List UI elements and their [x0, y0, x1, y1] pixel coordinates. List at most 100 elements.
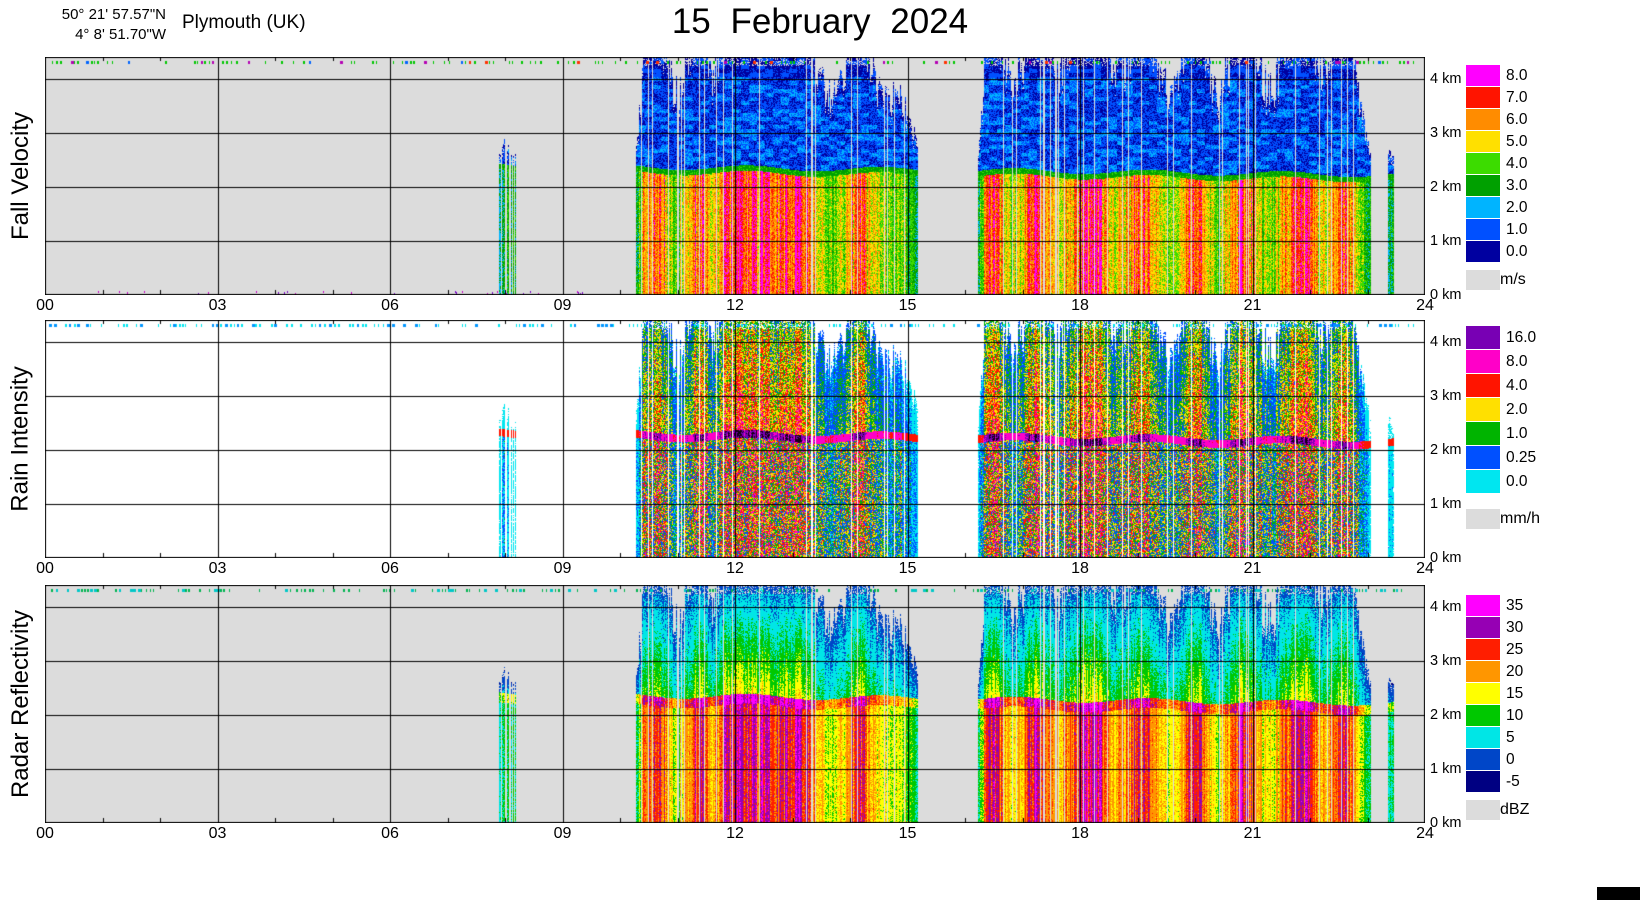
legend-value-label: 25 [1506, 640, 1524, 658]
page-title: 15 February 2024 [671, 2, 969, 41]
legend-row: 0.0 [1466, 470, 1556, 493]
legend-row: 5 [1466, 727, 1556, 748]
legend-value-label: 15 [1506, 684, 1524, 702]
legend-row: 20 [1466, 661, 1556, 682]
legend-value-label: -5 [1506, 772, 1520, 790]
legend-nodata-swatch [1466, 509, 1500, 529]
legend-value-label: 16.0 [1506, 328, 1537, 346]
legend-unit-label: mm/h [1500, 510, 1540, 527]
legend-row: 15 [1466, 683, 1556, 704]
hour-tick-label: 00 [36, 825, 54, 842]
hour-tick-label: 24 [1416, 297, 1434, 314]
longitude-label: 4° 8' 51.70"W [75, 25, 166, 43]
panel-fall-velocity: Fall Velocity 0 km 1 km 2 km 3 km 4 km 00 03 06… [0, 57, 1640, 319]
hour-tick-label: 12 [726, 297, 744, 314]
height-tick-label: 2 km [1430, 706, 1462, 723]
hour-tick-label: 21 [1243, 297, 1262, 314]
legend-row: 0 [1466, 749, 1556, 770]
legend-unit-label: m/s [1500, 271, 1526, 288]
hour-tick-label: 18 [1071, 297, 1089, 314]
height-tick-label: 1 km [1430, 760, 1462, 777]
hour-tick-label: 15 [898, 297, 917, 314]
hour-tick-label: 06 [381, 560, 399, 577]
legend-unit-label: dBZ [1500, 801, 1530, 818]
legend-value-label: 6.0 [1506, 110, 1528, 128]
hour-tick-label: 03 [208, 560, 227, 577]
legend-color-swatch [1466, 749, 1500, 770]
legend-value-label: 8.0 [1506, 352, 1528, 370]
hour-tick-label: 09 [553, 825, 572, 842]
legend-value-label: 0.0 [1506, 242, 1528, 260]
legend-color-swatch [1466, 175, 1500, 196]
height-tick-label: 0 km [1430, 550, 1462, 566]
legend-nodata-swatch [1466, 270, 1500, 290]
height-tick-label: 0 km [1430, 815, 1462, 831]
legend-row: 30 [1466, 617, 1556, 638]
legend-row: 4.0 [1466, 374, 1556, 397]
height-tick-label: 0 km [1430, 287, 1462, 303]
legend-color-swatch [1466, 470, 1500, 493]
fall-velocity-axis-title: Fall Velocity [7, 111, 34, 241]
height-tick-label: 3 km [1430, 124, 1462, 141]
legend-row: 16.0 [1466, 326, 1556, 349]
legend-unit-row: mm/h [1466, 509, 1556, 529]
hour-tick-label: 03 [208, 825, 227, 842]
rain-intensity-axis-title: Rain Intensity [7, 366, 34, 512]
hour-tick-label: 24 [1416, 825, 1434, 842]
hour-tick-label: 24 [1416, 560, 1434, 577]
rain-intensity-heatmap [45, 320, 1425, 558]
hour-tick-label: 12 [726, 560, 744, 577]
legend-value-label: 3.0 [1506, 176, 1528, 194]
height-tick-label: 4 km [1430, 70, 1462, 87]
legend-value-label: 8.0 [1506, 66, 1528, 84]
legend-nodata-swatch [1466, 800, 1500, 820]
rain-intensity-legend: 16.0 8.0 4.0 2.0 1.0 0.25 0.0 mm/h [1466, 326, 1556, 529]
legend-row: 2.0 [1466, 197, 1556, 218]
height-tick-label: 2 km [1430, 178, 1462, 195]
legend-value-label: 4.0 [1506, 154, 1528, 172]
hour-tick-label: 00 [36, 297, 54, 314]
legend-color-swatch [1466, 617, 1500, 638]
legend-color-swatch [1466, 131, 1500, 152]
legend-value-label: 30 [1506, 618, 1524, 636]
legend-value-label: 5.0 [1506, 132, 1528, 150]
latitude-label: 50° 21' 57.57"N [61, 6, 166, 23]
legend-row: 1.0 [1466, 422, 1556, 445]
corner-mark [1597, 887, 1640, 900]
legend-value-label: 2.0 [1506, 198, 1528, 216]
legend-value-label: 7.0 [1506, 88, 1528, 106]
radar-reflectivity-heatmap [45, 585, 1425, 823]
legend-value-label: 2.0 [1506, 400, 1528, 418]
hour-tick-label: 12 [726, 825, 744, 842]
legend-row: 6.0 [1466, 109, 1556, 130]
legend-color-swatch [1466, 241, 1500, 262]
legend-row: 25 [1466, 639, 1556, 660]
hour-tick-label: 15 [898, 825, 917, 842]
legend-value-label: 1.0 [1506, 220, 1528, 238]
legend-row: 2.0 [1466, 398, 1556, 421]
legend-unit-row: dBZ [1466, 800, 1556, 820]
legend-value-label: 10 [1506, 706, 1524, 724]
legend-value-label: 4.0 [1506, 376, 1528, 394]
hour-tick-label: 03 [208, 297, 227, 314]
hour-tick-label: 18 [1071, 560, 1089, 577]
legend-color-swatch [1466, 326, 1500, 349]
height-tick-label: 4 km [1430, 598, 1462, 615]
legend-value-label: 35 [1506, 596, 1524, 614]
legend-row: 3.0 [1466, 175, 1556, 196]
hour-tick-label: 06 [381, 825, 399, 842]
legend-color-swatch [1466, 374, 1500, 397]
legend-value-label: 0.0 [1506, 472, 1528, 490]
radar-reflectivity-legend: 35 30 25 20 15 10 5 0 -5 dBZ [1466, 595, 1556, 820]
legend-row: 0.25 [1466, 446, 1556, 469]
hour-tick-label: 21 [1243, 560, 1262, 577]
legend-row: 8.0 [1466, 350, 1556, 373]
legend-row: 8.0 [1466, 65, 1556, 86]
legend-color-swatch [1466, 683, 1500, 704]
station-name: Plymouth (UK) [182, 12, 306, 33]
height-tick-label: 3 km [1430, 387, 1462, 404]
legend-color-swatch [1466, 197, 1500, 218]
legend-row: 0.0 [1466, 241, 1556, 262]
legend-color-swatch [1466, 705, 1500, 726]
